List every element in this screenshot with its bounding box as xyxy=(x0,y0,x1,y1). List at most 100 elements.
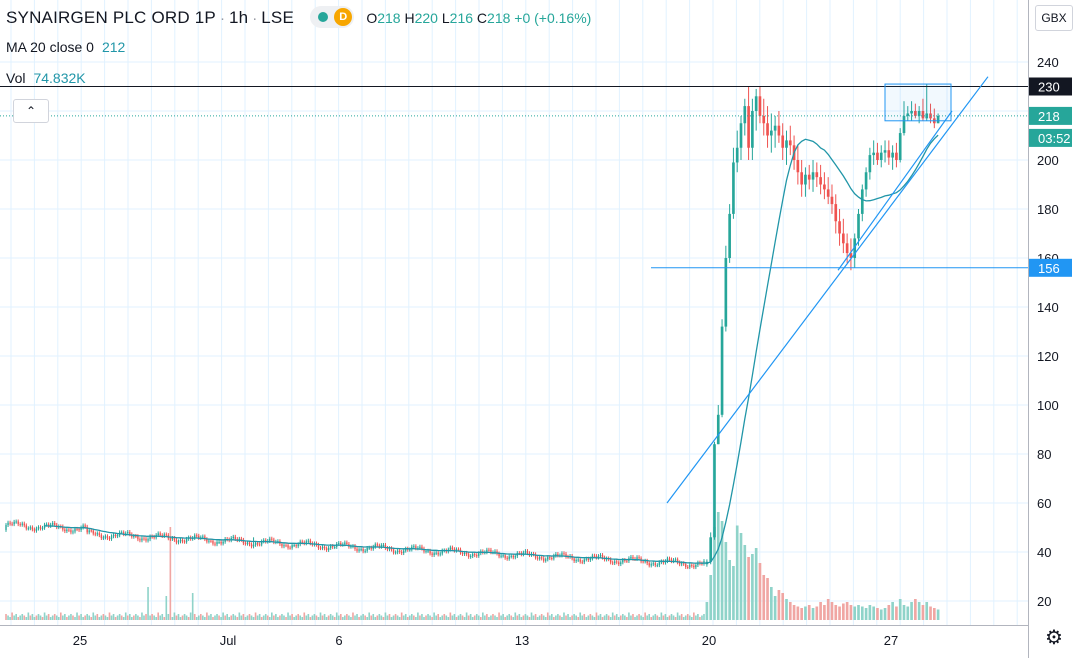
candle-body xyxy=(133,535,135,537)
candle-body xyxy=(815,172,819,178)
volume-bar xyxy=(141,612,143,620)
volume-bar xyxy=(522,615,525,620)
countdown-label-bg xyxy=(1029,128,1072,147)
candle-body xyxy=(504,555,506,558)
candle-body xyxy=(88,530,90,533)
candle-body xyxy=(325,548,328,550)
volume-bar xyxy=(346,614,348,620)
volume-bar xyxy=(437,614,439,620)
volume-bar xyxy=(559,615,561,620)
candle-body xyxy=(701,563,703,565)
volume-bar xyxy=(70,614,72,620)
volume-bar xyxy=(124,612,127,620)
volume-bar xyxy=(932,608,936,620)
volume-bar xyxy=(273,615,275,620)
candle-body xyxy=(98,533,101,536)
candle-body xyxy=(254,543,257,545)
candle-body xyxy=(39,527,42,529)
volume-bar xyxy=(425,615,427,620)
trend-line-short xyxy=(837,110,953,271)
volume-bar xyxy=(451,615,454,620)
candle-body xyxy=(204,536,206,540)
candle-body xyxy=(216,542,218,545)
change-value: +0 (+0.16%) xyxy=(514,10,592,26)
volume-bar xyxy=(648,614,651,620)
volume-bar xyxy=(842,603,845,620)
volume-bar xyxy=(400,612,403,620)
volume-bar xyxy=(652,615,655,620)
y-tick-label: 120 xyxy=(1037,349,1059,364)
candle-body xyxy=(35,528,38,531)
volume-bar xyxy=(116,615,119,620)
volume-bar xyxy=(668,615,671,620)
ma-legend[interactable]: MA 20 close 0 212 xyxy=(6,39,125,55)
volume-bar xyxy=(587,615,590,620)
candle-body xyxy=(258,544,261,546)
candle-body xyxy=(153,536,155,538)
candle-body xyxy=(346,542,348,545)
candle-body xyxy=(551,558,553,560)
volume-bar xyxy=(619,615,622,620)
volume-bar xyxy=(283,615,285,620)
volume-bar xyxy=(498,612,500,620)
candle-body xyxy=(781,135,785,148)
candle-body xyxy=(879,152,883,160)
candle-body xyxy=(181,539,184,542)
currency-button[interactable]: GBX xyxy=(1035,5,1073,31)
volume-bar xyxy=(333,617,336,620)
candle-body xyxy=(674,559,677,561)
candle-body xyxy=(449,547,452,550)
candle-body xyxy=(853,238,857,258)
volume-bar xyxy=(39,615,42,620)
candle-body xyxy=(384,544,387,548)
volume-bar xyxy=(122,617,125,620)
volume-bar xyxy=(902,605,906,620)
candle-body xyxy=(112,534,115,537)
volume-bar xyxy=(72,615,74,620)
candle-body xyxy=(488,549,490,551)
collapse-legend-button[interactable]: ⌃ xyxy=(13,99,49,123)
candle-body xyxy=(743,106,747,124)
volume-bar xyxy=(197,615,200,620)
interval-label[interactable]: 1h xyxy=(228,8,249,27)
volume-bar xyxy=(49,617,52,620)
volume-bar xyxy=(607,615,610,620)
candle-body xyxy=(638,557,640,559)
volume-bar xyxy=(449,612,452,620)
candle-body xyxy=(567,556,569,558)
candle-body xyxy=(234,536,236,540)
volume-legend[interactable]: Vol 74.832K xyxy=(6,70,86,86)
ma-label: MA 20 close 0 xyxy=(6,39,94,55)
candle-body xyxy=(104,536,107,538)
volume-bar xyxy=(544,617,547,620)
volume-bar xyxy=(581,615,584,620)
volume-bar xyxy=(386,615,389,620)
market-status-pill[interactable]: D xyxy=(310,6,355,29)
candle-body xyxy=(463,552,466,555)
volume-bar xyxy=(857,605,860,620)
candle-body xyxy=(129,532,131,535)
volume-bar xyxy=(339,614,342,620)
volume-bar xyxy=(76,612,78,620)
volume-bar xyxy=(638,614,640,620)
candle-body xyxy=(502,555,504,557)
candle-body xyxy=(642,561,644,563)
candle-body xyxy=(405,548,407,551)
volume-bar xyxy=(674,617,677,620)
candle-body xyxy=(350,546,352,548)
chart-settings-button[interactable]: ⚙ xyxy=(1043,627,1065,649)
candle-body xyxy=(96,533,99,535)
volume-bar xyxy=(459,614,462,620)
volume-bar xyxy=(630,615,632,620)
candle-body xyxy=(398,550,401,552)
candle-body xyxy=(360,549,362,551)
volume-bar xyxy=(309,617,312,620)
volume-bar xyxy=(80,614,82,620)
candle-body xyxy=(883,150,887,153)
candle-body xyxy=(796,160,800,173)
volume-bar xyxy=(800,608,803,620)
candle-body xyxy=(147,539,149,541)
volume-bar xyxy=(762,575,766,620)
symbol-name[interactable]: SYNAIRGEN PLC ORD 1P xyxy=(6,8,216,27)
